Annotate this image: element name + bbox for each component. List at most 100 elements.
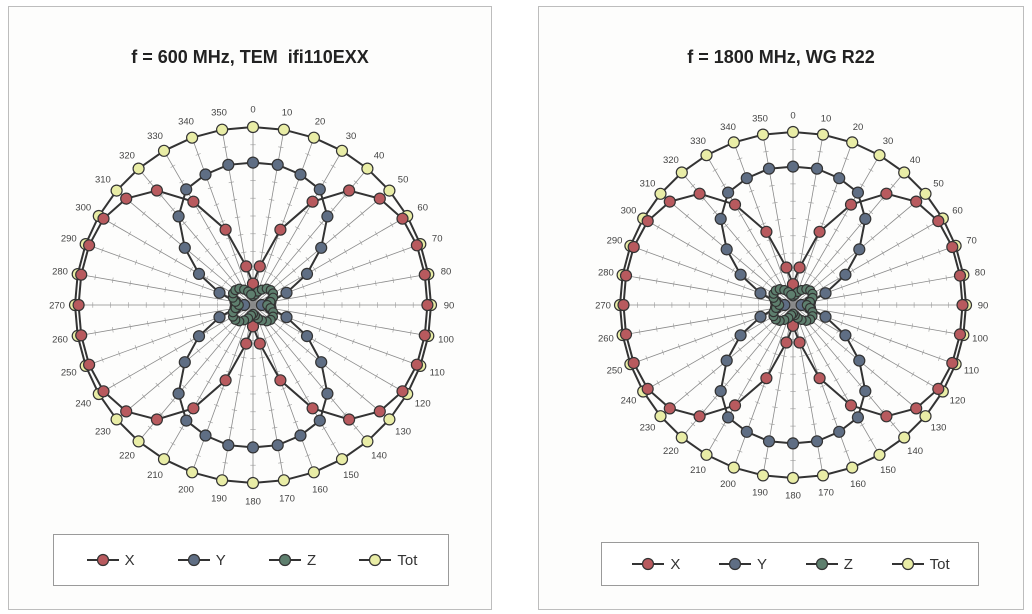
grid-tick [232,253,238,256]
grid-tick [757,342,762,347]
grid-tick [174,347,178,352]
grid-tick [843,311,845,317]
angle-label: 40 [910,155,921,166]
grid-tick [701,354,705,360]
grid-tick [291,268,296,273]
grid-tick [799,253,805,255]
data-point-x [306,402,319,415]
data-point-x [253,337,266,350]
grid-tick [808,352,814,355]
grid-tick [227,330,233,335]
grid-tick [773,333,779,337]
grid-tick [346,222,351,228]
data-point-x [760,372,773,385]
angle-label: 140 [907,446,923,457]
grid-tick [182,314,184,321]
data-point-y [222,439,235,452]
data-point-y [246,441,260,454]
legend-item-x: X [630,556,680,573]
grid-tick [843,450,849,453]
angle-label: 320 [663,155,679,166]
grid-tick [308,234,313,239]
angle-label: 150 [343,470,359,481]
grid-tick [747,228,753,232]
grid-tick [201,320,204,326]
data-point-x [880,410,893,423]
data-point-y [734,329,747,342]
data-point-x [82,358,96,371]
grid-tick [824,263,829,268]
data-point-x [421,298,434,312]
grid-tick [868,438,874,442]
angle-label: 10 [821,113,832,124]
angle-label: 240 [621,396,637,407]
grid-tick [721,423,727,427]
grid-tick [724,290,726,296]
grid-tick [857,223,862,228]
angle-label: 170 [818,488,834,499]
grid-tick [731,267,735,273]
grid-tick [322,289,324,296]
grid-tick [748,417,755,420]
data-point-x [97,212,110,225]
grid-tick [883,380,888,386]
grid-tick [219,387,226,390]
grid-tick [265,216,272,219]
grid-tick [778,372,784,374]
data-point-y [740,172,753,185]
data-point-x [617,298,630,312]
data-point-x [619,269,633,282]
grid-tick [112,327,114,333]
grid-tick [808,202,814,204]
grid-tick [141,211,146,216]
angle-label: 50 [933,178,944,189]
data-point-tot [756,128,770,141]
grid-tick [711,369,716,374]
grid-tick [716,259,720,265]
angle-label: 300 [621,206,637,217]
grid-tick [938,355,941,361]
data-point-x [760,225,773,238]
grid-tick [332,234,337,239]
grid-tick [129,280,132,287]
data-point-y [180,414,193,427]
data-point-y [271,439,284,452]
legend-marker [805,557,838,571]
grid-tick [278,279,283,285]
grid-tick [385,253,388,259]
grid-tick [764,348,770,352]
grid-tick [808,406,814,408]
data-point-tot [277,123,290,136]
data-point-y [762,162,776,175]
grid-tick [268,409,275,411]
grid-tick [881,250,885,256]
grid-tick [339,286,342,293]
grid-tick [773,273,779,277]
grid-tick [268,199,275,201]
data-point-x [75,329,88,342]
angle-label: 150 [880,465,896,476]
data-point-y [199,429,212,442]
data-point-x [343,413,356,426]
grid-tick [857,382,862,387]
data-point-x [693,410,706,423]
grid-tick [843,157,849,160]
grid-tick [259,356,265,359]
data-point-tot [335,144,349,157]
grid-tick [305,454,311,457]
grid-tick [926,224,930,230]
data-point-y [280,311,293,324]
grid-tick [768,276,773,281]
grid-tick [678,343,681,350]
grid-tick [751,269,756,274]
grid-tick [352,338,355,345]
legend-item-y: Y [717,556,767,573]
grid-tick [859,423,865,427]
grid-tick [219,220,226,223]
grid-tick [199,311,202,317]
grid-tick [690,422,696,427]
grid-tick [825,363,831,367]
grid-tick [278,462,284,464]
grid-tick [318,326,322,332]
angle-label: 100 [972,334,988,345]
